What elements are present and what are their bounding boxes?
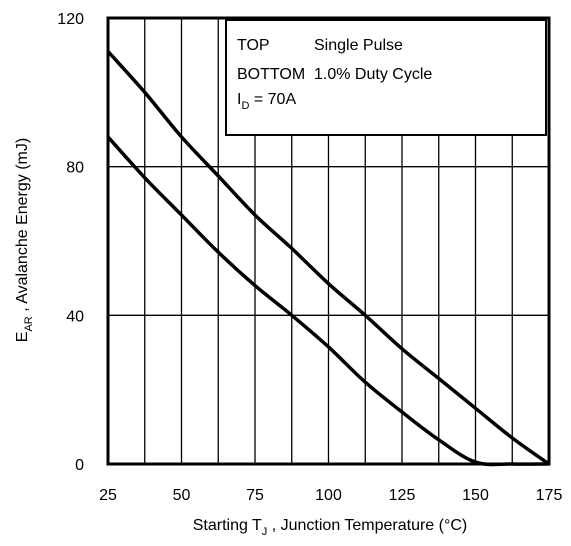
x-tick-label: 125 <box>389 487 416 504</box>
legend-bottom-key: BOTTOM <box>237 66 305 83</box>
x-tick-label: 75 <box>246 487 264 504</box>
legend-current-main: I <box>237 91 241 108</box>
y-tick-label: 120 <box>57 11 84 28</box>
curves <box>106 50 551 467</box>
legend-bottom-value: 1.0% Duty Cycle <box>314 66 432 83</box>
curve-single-pulse <box>106 50 551 466</box>
x-tick-labels: 25 50 75 100 125 150 175 <box>99 487 562 504</box>
y-axis-label-rest: , Avalanche Energy (mJ) <box>14 138 31 316</box>
legend-current-label: ID = 70A <box>237 91 296 112</box>
x-axis-label-sub: J <box>262 526 268 538</box>
legend-top-key: TOP <box>237 37 270 54</box>
y-tick-label: 0 <box>75 457 84 474</box>
x-axis-label: Starting TJ , Junction Temperature (°C) <box>193 517 468 538</box>
x-tick-label: 175 <box>536 487 563 504</box>
plot-frame <box>106 16 551 466</box>
y-tick-labels: 0 40 80 120 <box>57 11 84 474</box>
legend-current-rest: = 70A <box>249 91 296 108</box>
y-tick-label: 80 <box>66 160 84 177</box>
legend-top-value: Single Pulse <box>314 37 403 54</box>
y-tick-label: 40 <box>66 308 84 325</box>
y-axis-label-sub: AR <box>23 316 35 331</box>
y-axis-label: EAR , Avalanche Energy (mJ) <box>14 138 35 342</box>
legend: TOP Single Pulse BOTTOM 1.0% Duty Cycle … <box>225 19 547 136</box>
x-tick-label: 25 <box>99 487 117 504</box>
x-axis-label-rest: , Junction Temperature (°C) <box>267 517 467 534</box>
legend-box <box>225 19 547 136</box>
y-axis-label-main: E <box>14 332 31 343</box>
x-tick-label: 100 <box>315 487 342 504</box>
legend-current-sub: D <box>241 100 249 112</box>
x-tick-label: 50 <box>173 487 191 504</box>
curve-duty-cycle <box>106 135 550 467</box>
x-axis-label-main: Starting T <box>193 517 262 534</box>
x-tick-label: 150 <box>462 487 489 504</box>
